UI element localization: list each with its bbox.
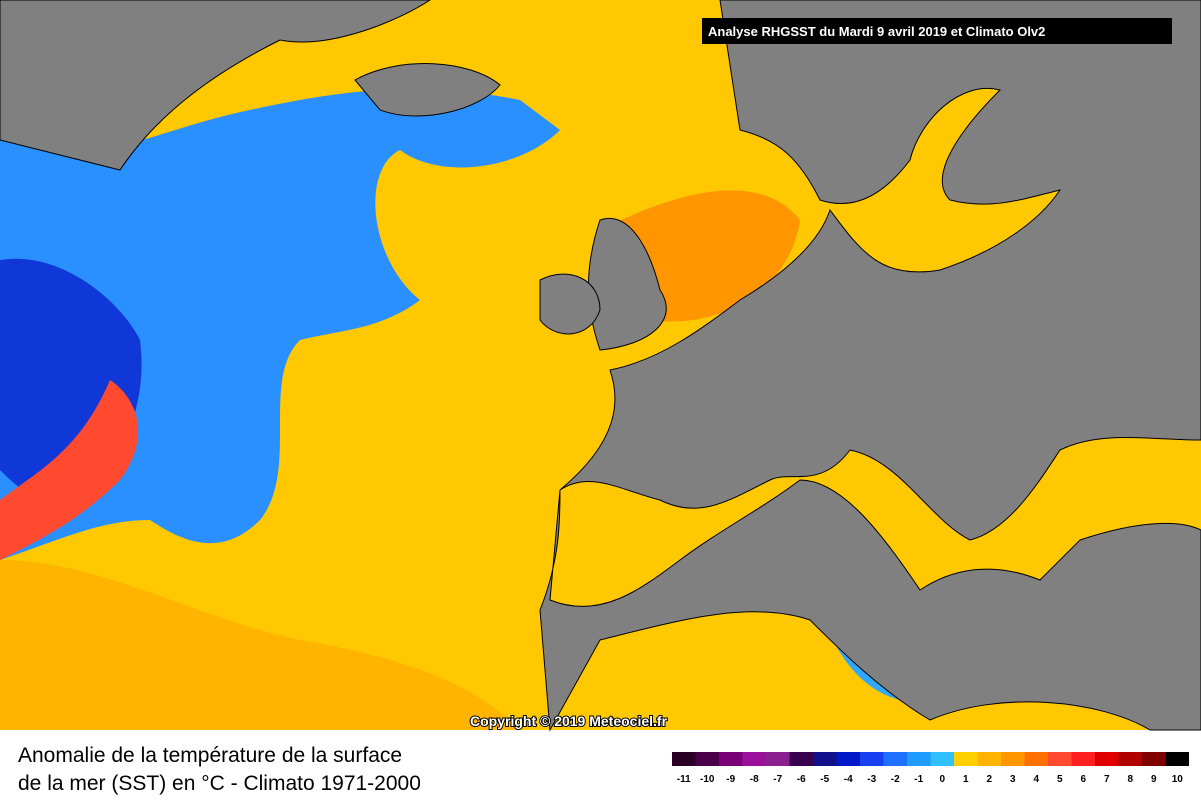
legend-label: 5 [1057,774,1063,785]
legend-swatch [1165,752,1189,766]
caption-line: de la mer (SST) en °C - Climato 1971-200… [18,772,421,795]
legend-label: -8 [750,774,759,785]
europe-africa [539,0,1201,732]
legend-label: -4 [844,774,853,785]
legend-swatch [742,752,766,766]
legend-swatch [695,752,719,766]
legend-label: -7 [773,774,782,785]
header-box [702,18,1172,44]
legend-swatch [836,752,860,766]
header: Analyse RHGSST du Mardi 9 avril 2019 et … [708,24,1045,39]
copyright: Copyright © 2019 Meteociel.fr [470,713,668,729]
legend-label: 3 [1010,774,1016,785]
cold-anomaly [0,89,560,560]
legend-swatch [813,752,837,766]
legend-label: 9 [1151,774,1157,785]
legend-label: 6 [1080,774,1086,785]
legend-label: 1 [963,774,969,785]
warm-anomaly [0,380,139,560]
legend-label: -9 [726,774,735,785]
ireland [539,273,601,335]
legend-swatch [907,752,931,766]
legend-swatch [930,752,954,766]
legend-label: 4 [1033,774,1039,785]
legend-swatch [789,752,813,766]
legend-label: -10 [700,774,715,785]
legend-label: 10 [1172,774,1184,785]
legend-swatch [1095,752,1119,766]
greenland [0,0,431,171]
legend-label: -6 [797,774,806,785]
iceland [354,63,501,117]
legend-swatch [1118,752,1142,766]
map: Analyse RHGSST du Mardi 9 avril 2019 et … [0,0,1201,732]
legend-swatch [1024,752,1048,766]
legend-label: 2 [986,774,992,785]
legend-swatch [719,752,743,766]
legend-swatch [883,752,907,766]
warm-south [0,560,520,730]
legend: -11 -10 -9 -8 -7 -6 -5 -4 -3 -2 -1 0 1 2 3 4 5 6 7 8 9 10 [672,752,1189,785]
legend-label: 7 [1104,774,1110,785]
legend-swatch [1142,752,1166,766]
legend-swatch [860,752,884,766]
legend-label: -1 [914,774,923,785]
caption-line: Anomalie de la température de la surface [18,744,402,767]
legend-label: -3 [867,774,876,785]
legend-swatch [977,752,1001,766]
legend-label: 0 [939,774,945,785]
legend-label: -5 [820,774,829,785]
legend-label: 8 [1127,774,1133,785]
legend-label: -11 [677,774,691,785]
legend-label: -2 [891,774,900,785]
legend-swatch [1048,752,1072,766]
legend-swatch [672,752,696,766]
legend-swatch [1071,752,1095,766]
legend-swatch [954,752,978,766]
legend-swatch [766,752,790,766]
legend-swatch [1001,752,1025,766]
